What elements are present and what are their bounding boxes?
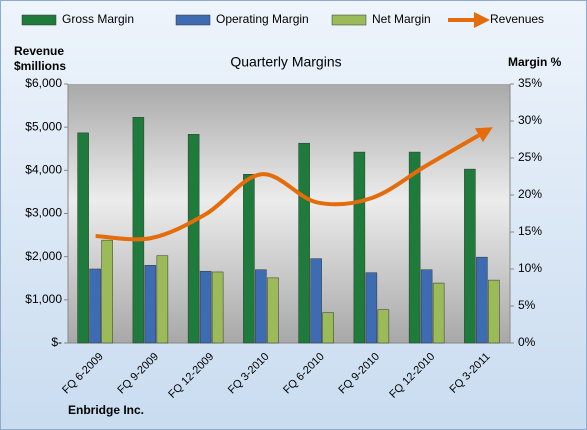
bar — [77, 132, 89, 344]
legend-swatch — [21, 14, 57, 26]
bar — [199, 270, 212, 344]
legend-swatch — [331, 14, 367, 26]
y2-tick-label: 0% — [518, 335, 536, 349]
legend-label: Net Margin — [372, 12, 431, 26]
bar — [310, 258, 322, 344]
y-axis-label: Revenue — [14, 44, 64, 58]
y-tick-label: $4,000 — [25, 163, 62, 177]
bar — [377, 309, 390, 344]
y-tick-label: $5,000 — [25, 119, 62, 133]
bar — [144, 265, 157, 344]
bar — [298, 142, 310, 344]
bar — [255, 269, 267, 344]
legend-label: Operating Margin — [216, 12, 309, 26]
bar — [156, 255, 169, 344]
bar — [420, 269, 433, 344]
y2-tick-label: 15% — [518, 224, 542, 238]
bar — [464, 168, 476, 344]
bar — [243, 174, 255, 344]
legend-label: Revenues — [490, 12, 544, 26]
legend-label: Gross Margin — [62, 12, 134, 26]
y-tick-label: $1,000 — [25, 292, 62, 306]
y2-axis-label: Margin % — [508, 55, 562, 69]
bar — [353, 151, 366, 344]
bar — [365, 272, 378, 344]
legend-swatch — [175, 14, 211, 26]
y2-tick-label: 5% — [518, 298, 536, 312]
chart-title: Quarterly Margins — [230, 54, 341, 70]
y2-tick-label: 30% — [518, 113, 542, 127]
y2-tick-label: 35% — [518, 76, 542, 90]
y-tick-label: $3,000 — [25, 206, 62, 220]
y-axis-label: $millions — [14, 59, 66, 73]
bar — [132, 117, 145, 344]
bar — [101, 239, 113, 344]
y-tick-label: $2,000 — [25, 249, 62, 263]
y2-tick-label: 10% — [518, 261, 542, 275]
y-tick-label: $- — [51, 335, 62, 349]
bar — [89, 268, 101, 344]
bar — [488, 279, 500, 344]
bar — [187, 134, 200, 344]
y2-tick-label: 25% — [518, 150, 542, 164]
bar — [211, 271, 224, 344]
line — [95, 127, 493, 242]
y2-tick-label: 20% — [518, 187, 542, 201]
y-tick-label: $6,000 — [25, 76, 62, 90]
bar — [267, 277, 279, 344]
bar — [432, 282, 445, 344]
bar — [476, 256, 488, 344]
bar — [408, 151, 421, 344]
bar — [322, 312, 334, 344]
source: Enbridge Inc. — [68, 403, 144, 417]
